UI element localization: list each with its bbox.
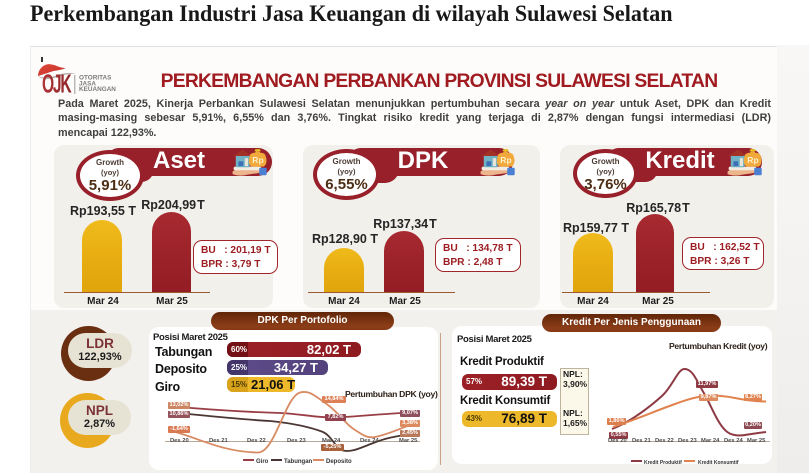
svg-text:Rp: Rp	[252, 155, 263, 165]
svg-text:Rp: Rp	[500, 155, 511, 165]
svg-text:OTORITAS: OTORITAS	[79, 75, 112, 82]
svg-text:OJK: OJK	[42, 69, 72, 98]
svg-text:Rp: Rp	[747, 155, 758, 165]
svg-text:JASA: JASA	[79, 80, 96, 87]
svg-text:KEUANGAN: KEUANGAN	[79, 86, 116, 93]
